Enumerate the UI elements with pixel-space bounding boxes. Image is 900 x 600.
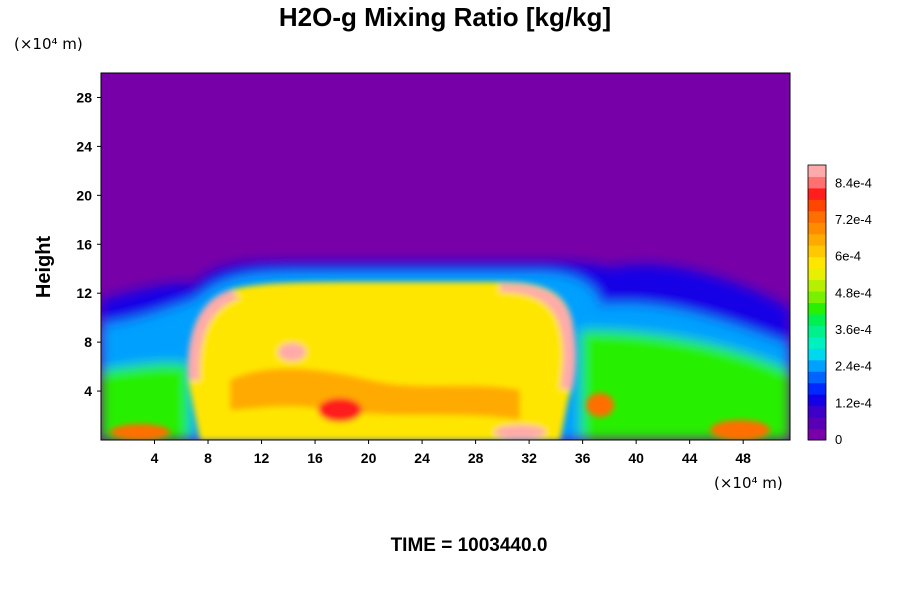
y-tick-label: 12	[76, 285, 92, 301]
x-tick-label: 48	[735, 450, 751, 466]
moist-blob-4	[586, 393, 614, 417]
colorbar-swatch	[808, 165, 826, 177]
x-tick-label: 44	[682, 450, 698, 466]
colorbar-frame	[807, 164, 827, 441]
time-label: TIME = 1003440.0	[391, 535, 548, 556]
x-tick-label: 16	[307, 450, 323, 466]
y-unit-label: (×10⁴ m)	[14, 35, 83, 53]
colorbar-swatch	[808, 210, 826, 223]
colorbar-tick-label: 2.4e-4	[835, 359, 872, 374]
chart-title: H2O-g Mixing Ratio [kg/kg]	[279, 2, 611, 32]
x-tick-label: 12	[254, 450, 270, 466]
plot-frame	[100, 72, 791, 441]
x-tick-label: 4	[151, 450, 159, 466]
dome-left-edge	[187, 290, 240, 380]
colorbar-swatch	[808, 325, 826, 338]
field-green-layer	[101, 330, 790, 440]
colorbar-swatch	[808, 348, 826, 361]
x-axis-ticks: 4 8 12 16 20 24 28 32 36 40 44 48	[151, 440, 751, 466]
dome-right-edge	[500, 284, 576, 390]
x-tick-label: 32	[521, 450, 537, 466]
colorbar-tick-label: 6e-4	[835, 249, 861, 264]
y-tick-label: 28	[76, 89, 92, 105]
colorbar-swatch	[808, 256, 826, 269]
colorbar-swatch	[808, 245, 826, 258]
colorbar-tick-label: 0	[835, 432, 842, 447]
colorbar-swatch	[808, 176, 826, 189]
y-axis-label: Height	[33, 236, 55, 299]
colorbar-swatch	[808, 371, 826, 384]
colorbar-tick-label: 1.2e-4	[835, 395, 872, 410]
y-axis-ticks: 4 8 12 16 20 24 28	[76, 89, 101, 399]
y-tick-label: 20	[76, 187, 92, 203]
colorbar-tick-label: 7.2e-4	[835, 212, 872, 227]
colorbar-swatch	[808, 405, 826, 418]
plot-area	[101, 73, 790, 440]
colorbar-swatch	[808, 313, 826, 326]
colorbar-tick-label: 4.8e-4	[835, 285, 872, 300]
x-tick-label: 28	[468, 450, 484, 466]
x-unit-label: (×10⁴ m)	[714, 474, 783, 492]
colorbar-swatch	[808, 417, 826, 430]
colorbar-swatch	[808, 222, 826, 235]
colorbar-swatch	[808, 428, 826, 441]
colorbar-tick-label: 8.4e-4	[835, 175, 872, 190]
colorbar-swatch	[808, 268, 826, 281]
colorbar-swatch	[808, 394, 826, 407]
x-tick-label: 36	[575, 450, 591, 466]
moist-blob-3	[494, 425, 546, 439]
colorbar-swatch	[808, 359, 826, 372]
y-tick-label: 16	[76, 236, 92, 252]
colorbar-swatch	[808, 199, 826, 212]
dome-warm-band	[230, 368, 520, 420]
field-dome	[110, 282, 770, 440]
moist-blob-1	[278, 343, 306, 361]
colorbar-swatch	[808, 336, 826, 349]
colorbar: 0 1.2e-4 2.4e-4 3.6e-4 4.8e-4 6e-4 7.2e-4 8.4e-…	[807, 164, 872, 447]
moist-blob-6	[110, 424, 170, 440]
moist-blob-2	[318, 398, 362, 422]
x-tick-label: 8	[204, 450, 212, 466]
x-tick-label: 24	[414, 450, 430, 466]
colorbar-swatch	[808, 291, 826, 303]
colorbar-swatch	[808, 233, 826, 246]
y-tick-label: 4	[84, 383, 92, 399]
y-tick-label: 8	[84, 334, 92, 350]
colorbar-swatch	[808, 279, 826, 292]
moist-blob-5	[710, 420, 770, 440]
colorbar-swatch	[808, 302, 826, 315]
y-tick-label: 24	[76, 138, 92, 154]
colorbar-swatch	[808, 382, 826, 395]
x-tick-label: 40	[628, 450, 644, 466]
colorbar-tick-label: 3.6e-4	[835, 322, 872, 337]
colorbar-swatch	[808, 187, 826, 200]
x-tick-label: 20	[361, 450, 377, 466]
